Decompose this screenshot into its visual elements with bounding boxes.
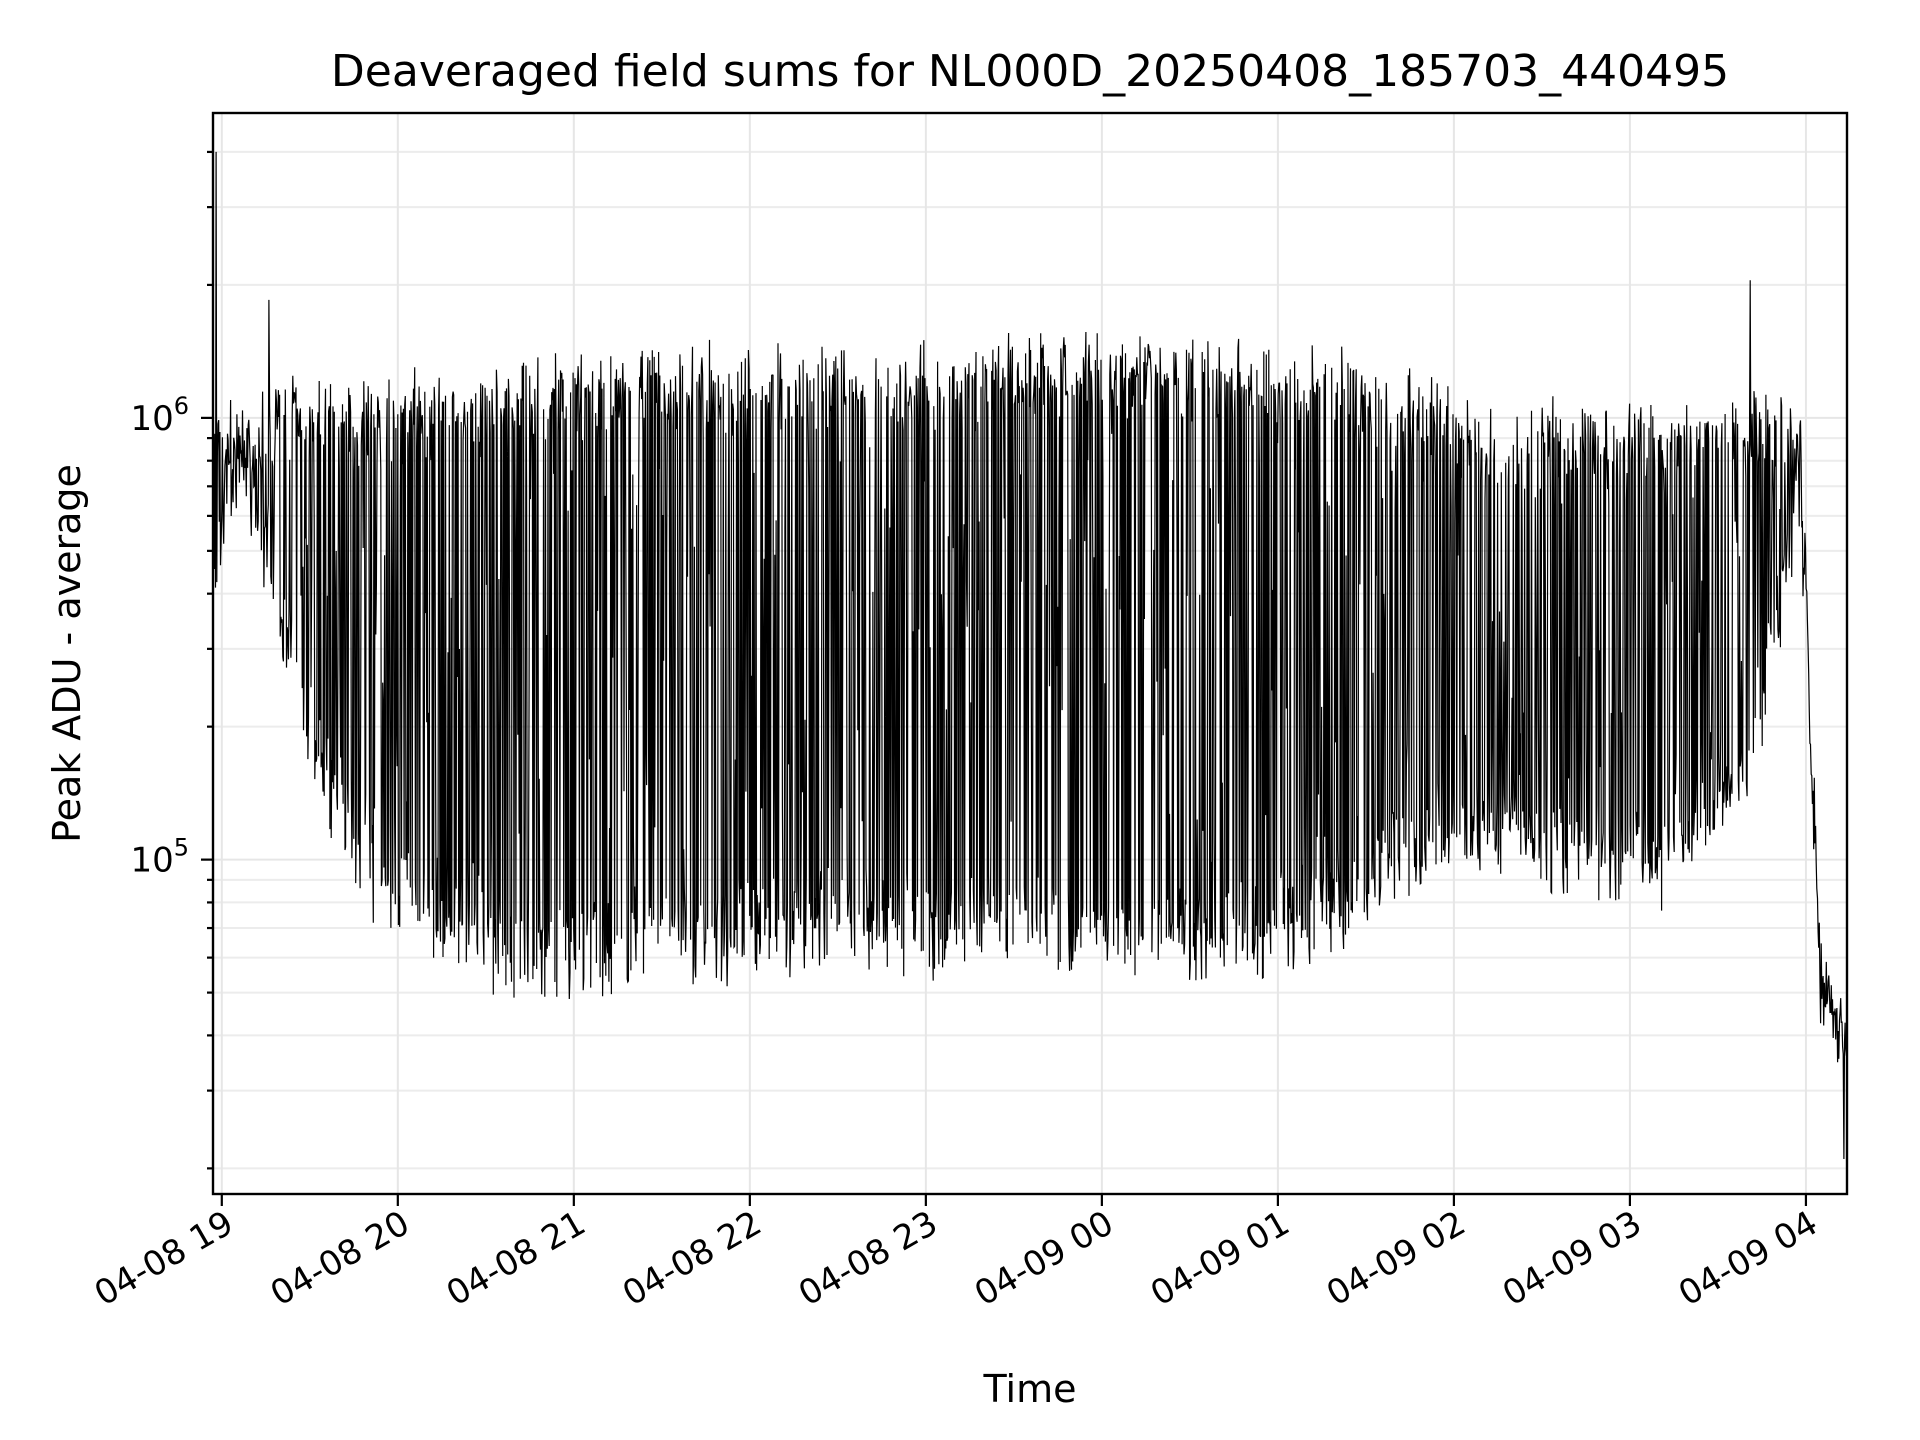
y-tick-label: 106: [130, 392, 189, 439]
x-tick-label: 04-09 00: [968, 1203, 1120, 1314]
x-tick-label: 04-08 19: [88, 1203, 240, 1314]
chart-title: Deaveraged field sums for NL000D_2025040…: [331, 46, 1729, 97]
x-tick-label: 04-09 04: [1672, 1203, 1824, 1314]
x-tick-label: 04-09 03: [1496, 1203, 1648, 1314]
y-axis-ticks: 105 106: [130, 150, 213, 1170]
x-tick-label: 04-08 20: [264, 1203, 416, 1314]
y-tick-label: 105: [130, 834, 189, 881]
x-axis-ticks: 04-08 19 04-08 20 04-08 21 04-08 22 04-08 23…: [88, 1194, 1824, 1314]
x-tick-label: 04-09 01: [1144, 1203, 1296, 1314]
x-tick-label: 04-09 02: [1320, 1203, 1472, 1314]
y-axis-label: Peak ADU - average: [45, 464, 89, 843]
x-tick-label: 04-08 23: [792, 1203, 944, 1314]
plot-frame: [211, 111, 1849, 1196]
series-line: [212, 151, 1848, 1160]
x-axis-label: Time: [983, 1367, 1077, 1411]
x-tick-label: 04-08 21: [440, 1203, 592, 1314]
series-layer: [212, 151, 1848, 1160]
x-tick-label: 04-08 22: [616, 1203, 768, 1314]
